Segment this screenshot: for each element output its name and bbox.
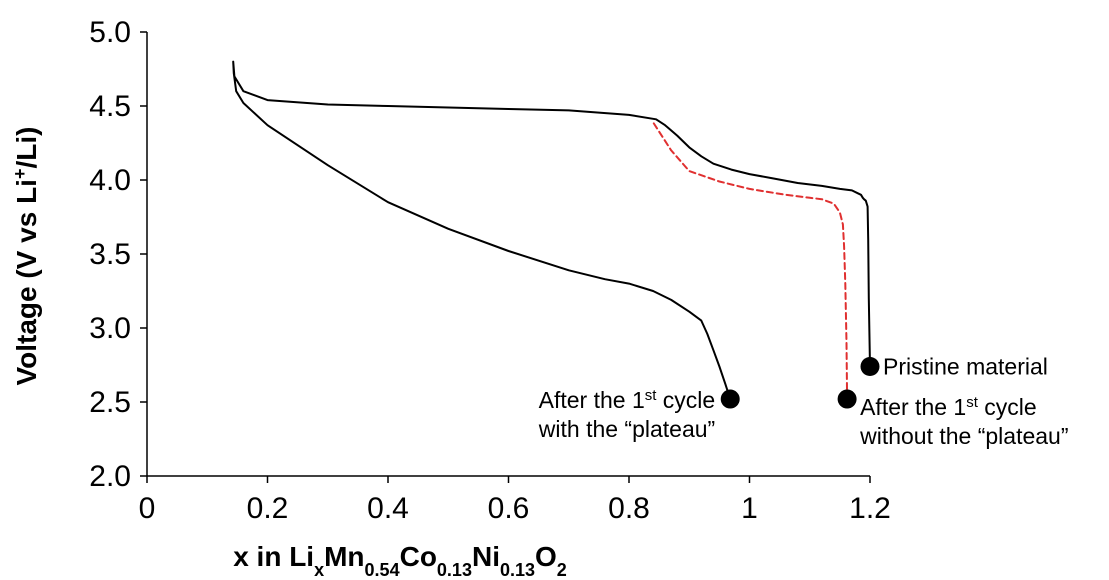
annotation-pristine: Pristine material <box>883 353 1048 379</box>
x-tick-label: 0 <box>139 492 156 525</box>
x-tick-label: 0.6 <box>488 492 530 525</box>
series-layer <box>232 60 871 400</box>
x-tick-label: 0.4 <box>367 492 409 525</box>
x-tick-label: 1.2 <box>849 492 891 525</box>
y-axis-title: Voltage (V vs Li+/Li) <box>10 127 42 386</box>
y-tick-label: 2.5 <box>89 386 131 419</box>
annotation-with-plateau: After the 1st cycle with the “plateau” <box>538 387 715 443</box>
labels-layer: Pristine material After the 1st cycle with… <box>10 127 1069 580</box>
y-tick-label: 5.0 <box>89 16 131 49</box>
y-tick-label: 4.0 <box>89 164 131 197</box>
x-tick-label: 0.2 <box>247 492 289 525</box>
x-axis-title: x in LixMn0.54Co0.13Ni0.13O2 <box>233 541 567 580</box>
x-tick-label: 0.8 <box>608 492 650 525</box>
series-line-cycle-without-plateau <box>652 121 849 400</box>
series-line-cycle-with-plateau <box>232 60 871 400</box>
axes: 2.0 2.5 3.0 3.5 4.0 4.5 5.0 0 0.2 0.4 0.6 0.8 1 1.2 <box>89 16 891 525</box>
annotation-without-plateau: After the 1st cycle without the “plateau” <box>859 394 1068 450</box>
markers-layer <box>720 356 880 409</box>
y-tick-label: 3.0 <box>89 312 131 345</box>
y-tick-label: 3.5 <box>89 238 131 271</box>
x-tick-label: 1 <box>741 492 758 525</box>
marker-with-plateau <box>720 389 740 409</box>
y-tick-label: 4.5 <box>89 90 131 123</box>
y-tick-label: 2.0 <box>89 460 131 493</box>
marker-without-plateau <box>837 389 857 409</box>
marker-pristine <box>860 356 880 376</box>
